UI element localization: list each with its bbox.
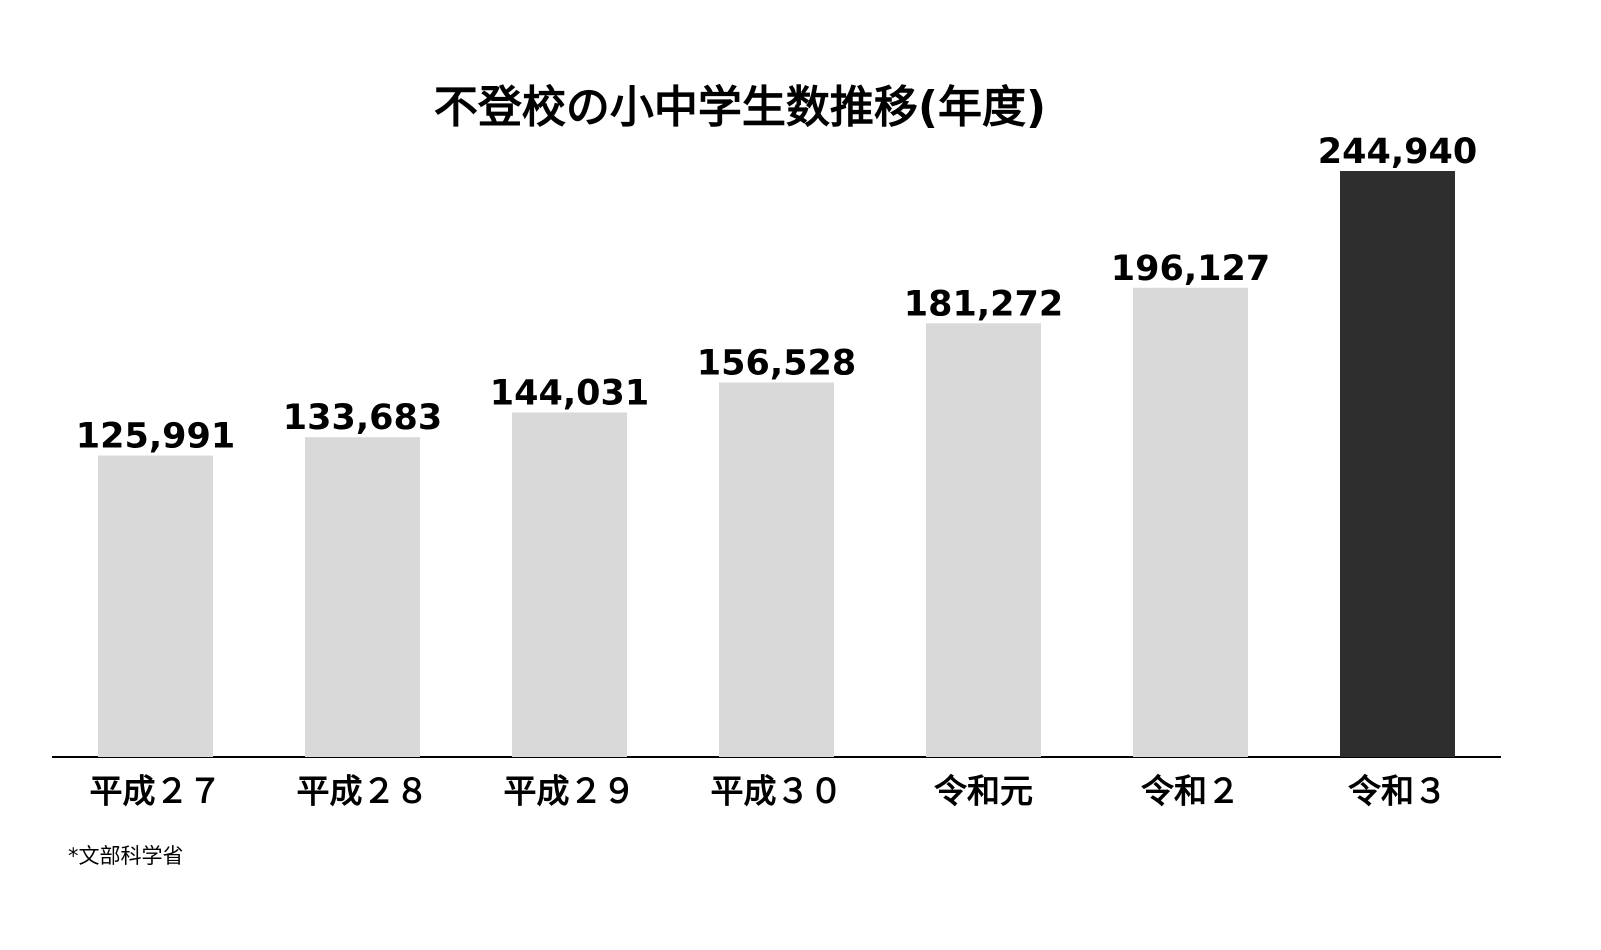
source-note: *文部科学省 xyxy=(68,844,184,868)
value-label: 144,031 xyxy=(490,373,649,413)
x-tick-label: 平成２９ xyxy=(504,772,636,811)
bar xyxy=(719,382,834,757)
x-tick-label: 平成２７ xyxy=(90,772,222,811)
x-tick-label: 平成３０ xyxy=(711,772,843,811)
x-tick-label: 令和３ xyxy=(1348,772,1447,811)
bar xyxy=(98,455,213,757)
chart-title: 不登校の小中学生数推移(年度) xyxy=(434,82,1046,133)
bar xyxy=(512,412,627,757)
x-tick-label: 令和２ xyxy=(1141,772,1240,811)
bar xyxy=(1340,171,1455,757)
value-label: 125,991 xyxy=(76,417,235,457)
x-tick-label: 令和元 xyxy=(934,772,1033,811)
value-label: 133,683 xyxy=(283,398,442,438)
bar xyxy=(305,437,420,757)
value-label: 156,528 xyxy=(697,344,856,384)
bar xyxy=(1133,287,1248,757)
bar xyxy=(926,323,1041,757)
x-tick-label: 平成２８ xyxy=(297,772,429,811)
value-label: 196,127 xyxy=(1111,249,1270,289)
value-label: 181,272 xyxy=(904,284,1063,324)
value-label: 244,940 xyxy=(1318,132,1477,172)
